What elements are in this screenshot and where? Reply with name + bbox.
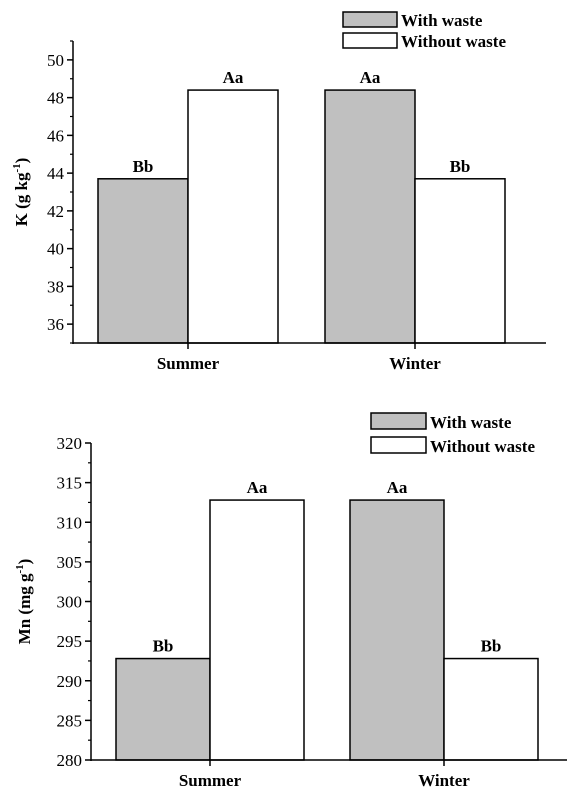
bar-winter-without-waste	[414, 178, 506, 344]
bar-winter-with-waste	[324, 89, 416, 344]
y-tick-label: 315	[57, 474, 83, 493]
legend-label: With waste	[401, 11, 483, 30]
y-tick-label: 38	[47, 277, 64, 296]
bar-label: Bb	[450, 157, 471, 176]
y-axis-label-close: )	[15, 559, 34, 565]
y-tick-label: 305	[57, 553, 83, 572]
legend-label: Without waste	[401, 32, 506, 51]
k-chart: Bb Aa Summer Aa Bb Winter 36 38 40 42 44 46 48 50 K (g…	[11, 11, 546, 373]
bar-label: Bb	[153, 637, 174, 656]
y-axis-label: Mn (mg g-1)	[14, 559, 34, 645]
y-axis-label-close: )	[12, 158, 31, 164]
bar-winter-with-waste	[349, 499, 445, 761]
bar-summer-without-waste	[209, 499, 305, 761]
y-tick-label: 320	[57, 434, 83, 453]
y-tick-label: 36	[47, 315, 64, 334]
y-tick-label: 50	[47, 51, 64, 70]
y-tick-label: 290	[57, 672, 83, 691]
legend-swatch-with-waste	[370, 412, 427, 430]
y-axis-label-sup: -1	[14, 564, 26, 573]
y-tick-label: 42	[47, 202, 64, 221]
legend-swatch-without-waste	[370, 436, 427, 454]
y-axis-label-sup: -1	[11, 163, 23, 172]
y-axis-label: K (g kg-1)	[11, 158, 31, 227]
y-tick-label: 48	[47, 89, 64, 108]
y-tick-label: 280	[57, 751, 83, 770]
bar-summer-with-waste	[115, 657, 211, 761]
y-tick-label: 46	[47, 126, 64, 145]
y-tick-label: 295	[57, 632, 83, 651]
bar-label: Aa	[360, 68, 381, 87]
bar-label: Aa	[223, 68, 244, 87]
bar-label: Aa	[247, 478, 268, 497]
y-axis-label-main: K (g kg	[12, 172, 31, 226]
bar-label: Aa	[387, 478, 408, 497]
bar-summer-without-waste	[187, 89, 279, 344]
bar-label: Bb	[481, 637, 502, 656]
y-tick-label: 44	[47, 164, 65, 183]
y-tick-label: 285	[57, 711, 83, 730]
legend-label: Without waste	[430, 437, 535, 456]
bar-label: Bb	[133, 157, 154, 176]
x-tick-label: Winter	[389, 354, 441, 373]
mn-chart: Bb Aa Summer Aa Bb Winter 280 285 290 295 300 305 31…	[14, 412, 567, 788]
legend-label: With waste	[430, 413, 512, 432]
y-tick-label: 40	[47, 240, 64, 259]
y-tick-label: 300	[57, 593, 83, 612]
bar-summer-with-waste	[97, 178, 189, 344]
y-tick-label: 310	[57, 513, 83, 532]
x-tick-label: Winter	[418, 771, 470, 788]
y-axis-label-main: Mn (mg g	[15, 573, 34, 644]
legend-swatch-without-waste	[342, 32, 398, 49]
x-tick-label: Summer	[157, 354, 220, 373]
x-tick-label: Summer	[179, 771, 242, 788]
legend-swatch-with-waste	[342, 11, 398, 28]
bar-winter-without-waste	[443, 657, 539, 761]
